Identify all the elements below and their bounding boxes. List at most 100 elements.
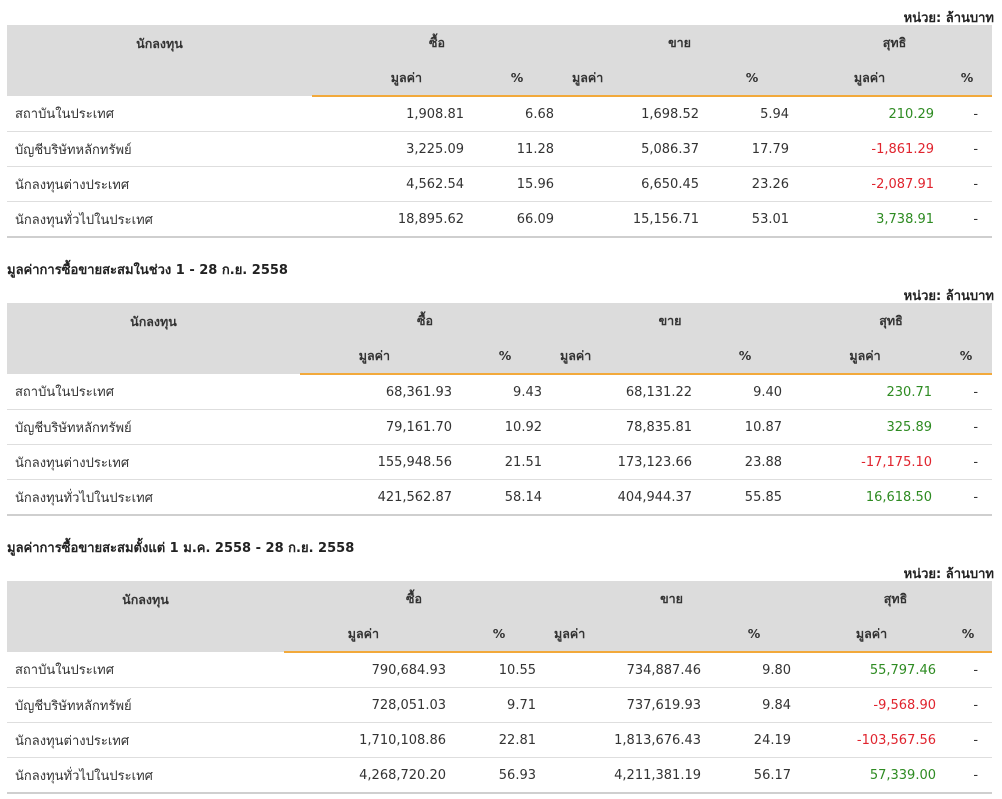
buy-value: 1,908.81: [312, 96, 472, 132]
buy-pct: 22.81: [454, 722, 544, 758]
net-value: 325.89: [790, 409, 941, 445]
buy-value: 1,710,108.86: [284, 722, 454, 758]
header-sell: ขาย: [562, 25, 798, 60]
header-sell-pct: %: [709, 616, 800, 653]
sell-pct: 23.88: [700, 444, 791, 480]
sell-value: 5,086.37: [562, 131, 707, 167]
table-row: นักลงทุนต่างประเทศ 1,710,108.86 22.81 1,…: [7, 722, 993, 758]
net-value: 16,618.50: [790, 479, 941, 516]
table-row: นักลงทุนทั่วไปในประเทศ 18,895.62 66.09 1…: [7, 201, 993, 238]
net-pct: -: [940, 409, 993, 445]
sell-value: 4,211,381.19: [544, 757, 709, 794]
table-row: สถาบันในประเทศ 790,684.93 10.55 734,887.…: [7, 652, 993, 688]
sell-value: 737,619.93: [544, 687, 709, 723]
table-row: สถาบันในประเทศ 1,908.81 6.68 1,698.52 5.…: [7, 96, 993, 132]
buy-value: 68,361.93: [300, 374, 460, 410]
header-sell-pct: %: [707, 60, 798, 97]
header-net-pct: %: [944, 616, 993, 653]
section-title: มูลค่าการซื้อขายสะสมตั้งแต่ 1 ม.ค. 2558 …: [7, 541, 355, 556]
table-row: นักลงทุนทั่วไปในประเทศ 4,268,720.20 56.9…: [7, 757, 993, 794]
sell-pct: 9.84: [709, 687, 800, 723]
table-row: บัญชีบริษัทหลักทรัพย์ 79,161.70 10.92 78…: [7, 409, 993, 445]
buy-value: 3,225.09: [312, 131, 472, 167]
header-investor: นักลงทุน: [7, 25, 312, 96]
header-sell-value: มูลค่า: [562, 60, 707, 97]
net-pct: -: [944, 652, 993, 688]
buy-value: 4,268,720.20: [284, 757, 454, 794]
header-net: สุทธิ: [797, 25, 993, 60]
sell-pct: 56.17: [709, 757, 800, 794]
sell-value: 68,131.22: [550, 374, 700, 410]
buy-pct: 10.92: [460, 409, 550, 445]
table-row: นักลงทุนต่างประเทศ 4,562.54 15.96 6,650.…: [7, 166, 993, 202]
net-value: -9,568.90: [799, 687, 945, 723]
trading-table-ytd: นักลงทุน ซื้อ ขาย สุทธิ มูลค่า % มูลค่า …: [7, 581, 993, 794]
header-net-value: มูลค่า: [799, 616, 945, 653]
sell-value: 173,123.66: [550, 444, 700, 480]
header-net: สุทธิ: [790, 303, 993, 338]
header-sell-value: มูลค่า: [544, 616, 709, 653]
header-buy: ซื้อ: [300, 303, 550, 338]
sell-value: 1,813,676.43: [544, 722, 709, 758]
buy-value: 421,562.87: [300, 479, 460, 516]
header-buy-value: มูลค่า: [312, 60, 472, 97]
investor-name: นักลงทุนทั่วไปในประเทศ: [7, 757, 284, 794]
investor-name: นักลงทุนทั่วไปในประเทศ: [7, 201, 312, 238]
investor-name: สถาบันในประเทศ: [7, 652, 284, 688]
buy-pct: 66.09: [472, 201, 562, 238]
header-sell-pct: %: [700, 338, 791, 375]
header-sell: ขาย: [544, 581, 800, 616]
investor-name: นักลงทุนต่างประเทศ: [7, 166, 312, 202]
trading-table-daily: นักลงทุน ซื้อ ขาย สุทธิ มูลค่า % มูลค่า …: [7, 25, 993, 238]
net-pct: -: [940, 479, 993, 516]
net-pct: -: [942, 131, 993, 167]
sell-pct: 55.85: [700, 479, 791, 516]
buy-pct: 11.28: [472, 131, 562, 167]
net-pct: -: [940, 444, 993, 480]
table-row: บัญชีบริษัทหลักทรัพย์ 728,051.03 9.71 73…: [7, 687, 993, 723]
table-row: บัญชีบริษัทหลักทรัพย์ 3,225.09 11.28 5,0…: [7, 131, 993, 167]
net-value: -1,861.29: [797, 131, 943, 167]
table-row: นักลงทุนต่างประเทศ 155,948.56 21.51 173,…: [7, 444, 993, 480]
buy-pct: 21.51: [460, 444, 550, 480]
sell-pct: 24.19: [709, 722, 800, 758]
header-investor: นักลงทุน: [7, 303, 300, 374]
investor-name: สถาบันในประเทศ: [7, 374, 300, 410]
header-buy-value: มูลค่า: [300, 338, 460, 375]
sell-pct: 9.40: [700, 374, 791, 410]
buy-pct: 56.93: [454, 757, 544, 794]
buy-value: 79,161.70: [300, 409, 460, 445]
header-buy-value: มูลค่า: [284, 616, 454, 653]
net-value: 55,797.46: [799, 652, 945, 688]
header-sell: ขาย: [550, 303, 791, 338]
sell-value: 78,835.81: [550, 409, 700, 445]
header-buy: ซื้อ: [284, 581, 544, 616]
section-title: มูลค่าการซื้อขายสะสมในช่วง 1 - 28 ก.ย. 2…: [7, 263, 288, 278]
buy-value: 728,051.03: [284, 687, 454, 723]
trading-table-month: นักลงทุน ซื้อ ขาย สุทธิ มูลค่า % มูลค่า …: [7, 303, 993, 516]
investor-name: บัญชีบริษัทหลักทรัพย์: [7, 131, 312, 167]
buy-pct: 58.14: [460, 479, 550, 516]
sell-pct: 5.94: [707, 96, 798, 132]
buy-value: 155,948.56: [300, 444, 460, 480]
sell-value: 734,887.46: [544, 652, 709, 688]
net-pct: -: [944, 757, 993, 794]
buy-value: 18,895.62: [312, 201, 472, 238]
buy-pct: 15.96: [472, 166, 562, 202]
sell-value: 1,698.52: [562, 96, 707, 132]
header-buy: ซื้อ: [312, 25, 562, 60]
buy-pct: 9.71: [454, 687, 544, 723]
investor-name: บัญชีบริษัทหลักทรัพย์: [7, 687, 284, 723]
header-net: สุทธิ: [799, 581, 993, 616]
buy-pct: 6.68: [472, 96, 562, 132]
header-buy-pct: %: [460, 338, 550, 375]
sell-pct: 10.87: [700, 409, 791, 445]
net-value: 3,738.91: [797, 201, 943, 238]
investor-name: สถาบันในประเทศ: [7, 96, 312, 132]
sell-value: 15,156.71: [562, 201, 707, 238]
net-value: -2,087.91: [797, 166, 943, 202]
sell-value: 404,944.37: [550, 479, 700, 516]
header-net-pct: %: [942, 60, 993, 97]
investor-name: นักลงทุนต่างประเทศ: [7, 444, 300, 480]
buy-value: 4,562.54: [312, 166, 472, 202]
